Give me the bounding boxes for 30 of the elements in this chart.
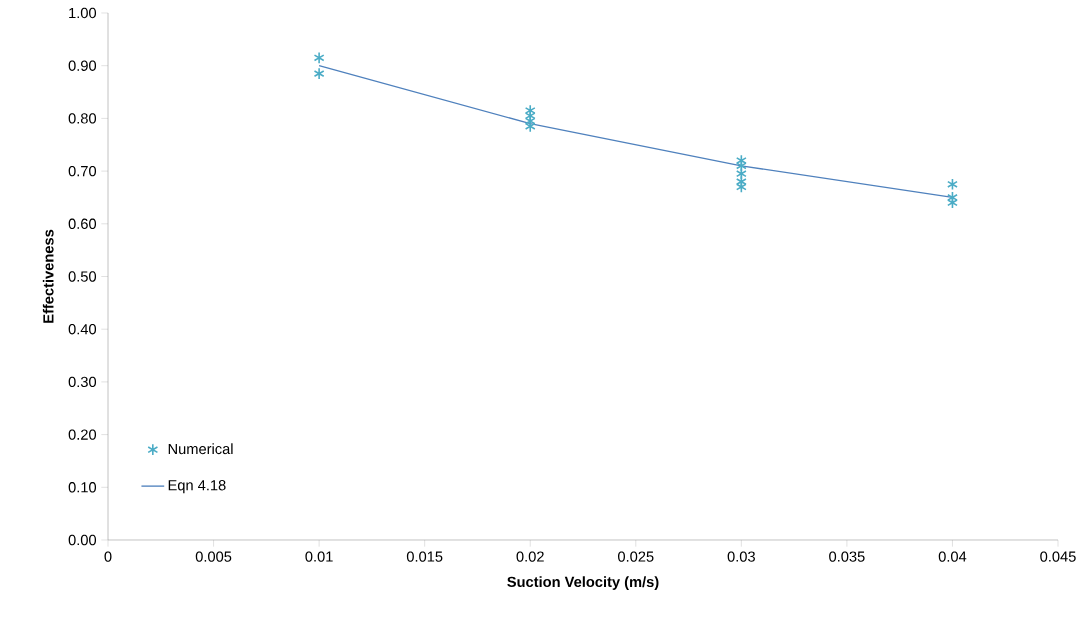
x-tick-label: 0.025 — [618, 551, 654, 562]
y-tick-label: 0.30 — [68, 376, 97, 388]
legend-label: Eqn 4.18 — [168, 480, 226, 494]
point — [313, 67, 325, 80]
x-tick-label: 0.015 — [406, 551, 443, 562]
legend-label: Numerical — [168, 443, 233, 455]
y-tick-label: 0.70 — [68, 165, 97, 177]
y-tick-label: 0.10 — [68, 482, 97, 493]
point — [735, 167, 747, 180]
x-tick-label: 0.045 — [1040, 551, 1076, 562]
point — [947, 178, 958, 191]
line-series — [318, 65, 954, 199]
x-tick-label: 0.02 — [516, 551, 544, 562]
y-axis-title: Effectiveness — [42, 229, 54, 323]
y-tick-label: 0.40 — [68, 324, 97, 335]
y-tick-label: 1.00 — [69, 7, 97, 19]
y-tick-label: 0.50 — [68, 271, 97, 282]
y-tick-label: 0.60 — [68, 218, 97, 229]
y-tick-label: 0.80 — [68, 113, 97, 124]
x-tick-label: 0.035 — [829, 551, 865, 562]
y-tick-label: 0.90 — [68, 60, 97, 71]
x-tick-label: 0.005 — [195, 551, 232, 562]
x-tick-label: 0.04 — [938, 551, 967, 562]
y-tick-label: 0.00 — [68, 534, 97, 546]
x-tick-label: 0.01 — [305, 551, 333, 562]
x-axis-title: Suction Velocity (m/s) — [507, 576, 659, 590]
x-tick-label: 0.03 — [727, 551, 755, 562]
y-tick-label: 0.20 — [68, 429, 97, 440]
point — [313, 51, 325, 64]
x-tick-label: 0 — [104, 551, 112, 562]
